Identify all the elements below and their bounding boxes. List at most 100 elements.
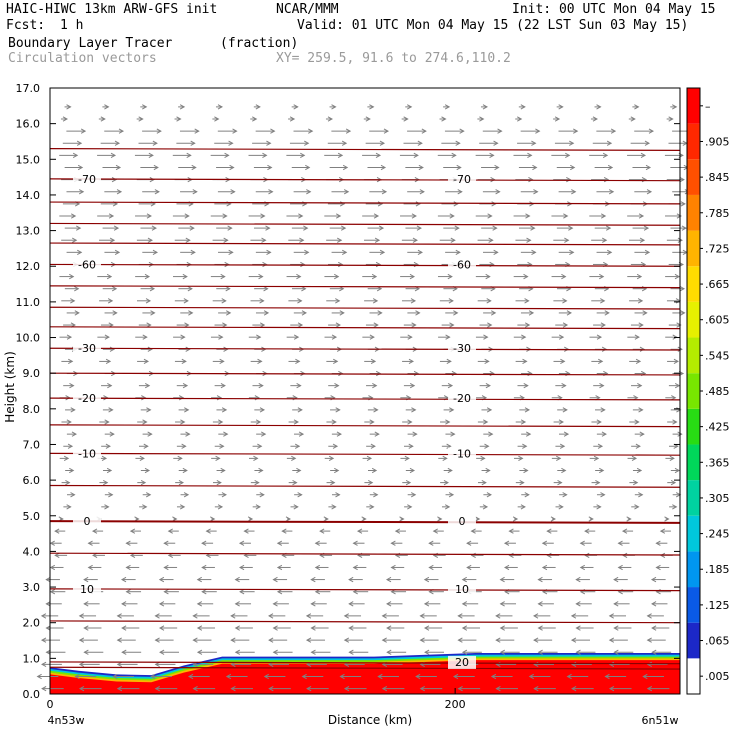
wind-vector-head <box>409 273 416 280</box>
wind-vector-head <box>352 540 358 546</box>
temperature-contour <box>49 306 681 310</box>
contour-label: -60 <box>78 258 96 271</box>
wind-vector-head <box>449 213 455 219</box>
wind-vector-head <box>634 419 640 425</box>
wind-vector-head <box>503 540 510 546</box>
wind-vector-head <box>579 564 585 571</box>
wind-vector-head <box>308 128 314 134</box>
wind-vector-head <box>599 273 605 280</box>
wind-vector-head <box>109 431 115 437</box>
wind-vector-head <box>617 564 623 571</box>
colorbar-swatch <box>687 194 700 231</box>
wind-vector-head <box>560 358 566 365</box>
wind-vector-head <box>637 383 643 389</box>
wind-vector-head <box>437 516 443 522</box>
wind-vector-head <box>150 310 156 316</box>
wind-vector-head <box>512 516 519 522</box>
wind-vector-head <box>390 540 396 546</box>
wind-vector-head <box>566 176 572 183</box>
wind-vector-head <box>642 673 648 680</box>
wind-vector-head <box>523 467 529 474</box>
wind-vector-head <box>104 104 110 110</box>
wind-vector-head <box>575 649 581 655</box>
wind-vector-head <box>341 140 348 146</box>
wind-vector-head <box>411 322 417 328</box>
wind-vector-head <box>419 686 425 692</box>
wind-vector-head <box>224 152 230 159</box>
wind-vector-head <box>78 686 85 692</box>
contour-label: -20 <box>78 392 96 405</box>
wind-vector-head <box>421 128 427 134</box>
y-tick-label: 11.0 <box>16 296 41 309</box>
wind-vector-head <box>177 455 183 462</box>
wind-vector-head <box>518 455 524 462</box>
wind-vector-head <box>112 673 118 680</box>
wind-vector-head <box>301 286 307 292</box>
wind-vector-head <box>520 504 526 510</box>
wind-vector-head <box>492 225 498 231</box>
temperature-contour <box>49 552 681 556</box>
wind-vector-head <box>306 686 312 692</box>
wind-vector-head <box>69 467 75 474</box>
wind-vector-head <box>508 528 514 534</box>
colorbar-label: .125 <box>705 599 730 612</box>
wind-vector-head <box>483 419 489 425</box>
wind-vector-head <box>417 249 423 255</box>
wind-vector-head <box>412 237 418 243</box>
wind-vector-head <box>671 104 678 110</box>
wind-vector-head <box>289 116 296 122</box>
wind-vector-head <box>374 237 381 243</box>
wind-vector-head <box>499 625 505 631</box>
wind-vector-head <box>634 504 640 510</box>
wind-vector-head <box>78 661 85 668</box>
wind-vector-head <box>190 140 196 146</box>
wind-vector-head <box>192 613 198 619</box>
wind-vector-head <box>413 152 419 159</box>
wind-vector-head <box>105 443 111 449</box>
wind-vector-head <box>680 201 686 207</box>
wind-vector-head <box>268 637 274 643</box>
wind-vector-head <box>230 613 236 619</box>
wind-vector-head <box>447 467 453 474</box>
contour-label-bg <box>73 172 101 186</box>
wind-vector-head <box>366 455 373 462</box>
wind-vector-head <box>570 637 577 643</box>
y-tick-label: 5.0 <box>23 510 41 523</box>
wind-vector-head <box>410 298 417 304</box>
wind-vector-head <box>373 213 380 219</box>
wind-vector-head <box>651 625 657 631</box>
colorbar-label: .665 <box>705 278 730 291</box>
wind-vector-head <box>154 686 160 692</box>
wind-vector-head <box>405 479 412 486</box>
wind-vector-head <box>45 649 51 655</box>
wind-vector-head <box>596 504 602 510</box>
wind-vector-head <box>381 613 387 619</box>
wind-vector-head <box>256 334 262 340</box>
wind-vector-head <box>83 649 89 655</box>
wind-vector-head <box>537 601 543 607</box>
wind-vector-head <box>87 564 93 571</box>
wind-vector-head <box>234 601 240 607</box>
wind-vector-head <box>239 589 245 595</box>
wind-vector-head <box>187 286 193 292</box>
wind-vector-head <box>210 516 216 522</box>
wind-vector-head <box>532 164 538 171</box>
wind-vector-head <box>602 152 609 159</box>
wind-vector-head <box>454 225 460 231</box>
wind-vector-head <box>145 492 152 498</box>
temperature-contour <box>49 620 681 624</box>
wind-vector-head <box>461 601 468 607</box>
wind-vector-head <box>100 116 106 122</box>
contour-label: 10 <box>80 583 94 596</box>
temperature-contour <box>49 666 681 670</box>
contour-label-bg <box>448 447 476 461</box>
colorbar-swatch <box>687 444 700 481</box>
wind-vector-head <box>260 431 267 437</box>
wind-vector-head <box>537 649 543 655</box>
wind-vector-head <box>381 686 388 692</box>
wind-vector-head <box>142 104 148 110</box>
wind-vector-head <box>372 383 378 389</box>
wind-vector-head <box>342 164 349 171</box>
colorbar-label: .245 <box>705 528 730 541</box>
y-tick-label: 14.0 <box>16 189 41 202</box>
